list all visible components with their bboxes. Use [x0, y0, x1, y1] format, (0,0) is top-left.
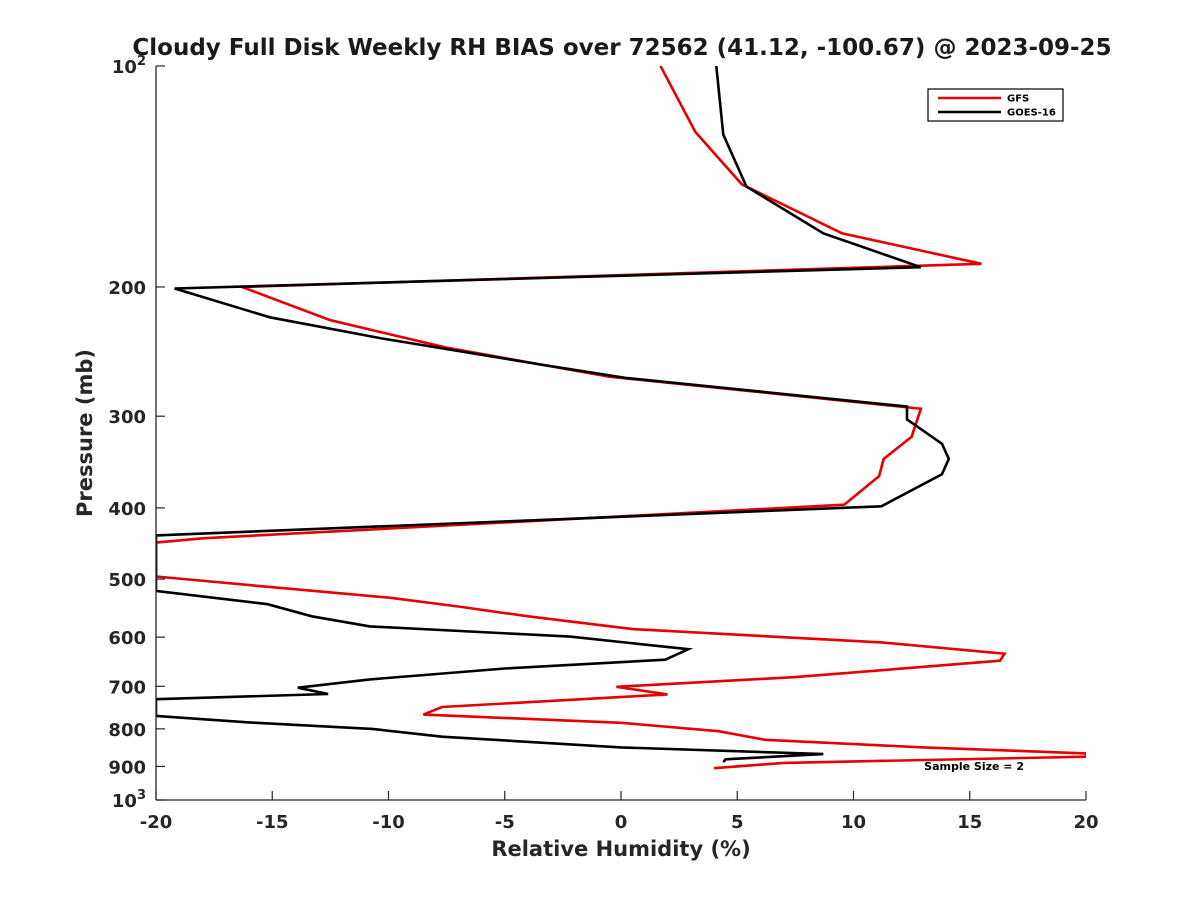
series-line-gfs — [156, 66, 1086, 770]
legend-label-goes-16: GOES-16 — [1007, 108, 1056, 119]
y-tick-label: 400 — [108, 499, 146, 520]
y-tick-label: 300 — [108, 407, 146, 428]
x-tick-label: 10 — [841, 812, 866, 833]
y-tick-label: 500 — [108, 570, 146, 591]
sample-size-note: Sample Size = 2 — [924, 760, 1024, 773]
x-tick-label: 15 — [957, 812, 982, 833]
y-tick-label: 700 — [108, 677, 146, 698]
y-tick-label: 103 — [112, 788, 146, 812]
x-tick-label: -5 — [495, 812, 515, 833]
y-tick-label: 200 — [108, 278, 146, 299]
y-tick-label: 800 — [108, 720, 146, 741]
legend: GFS GOES-16 — [927, 88, 1064, 122]
y-tick-label: 900 — [108, 757, 146, 778]
series-line-goes-16 — [156, 66, 951, 763]
legend-label-gfs: GFS — [1007, 94, 1029, 105]
y-axis-label: Pressure (mb) — [73, 349, 97, 517]
x-tick-label: 5 — [731, 812, 744, 833]
x-tick-label: -20 — [140, 812, 173, 833]
x-tick-label: -10 — [372, 812, 405, 833]
x-tick-label: 20 — [1073, 812, 1098, 833]
x-tick-label: 0 — [615, 812, 628, 833]
y-tick-label: 102 — [112, 54, 146, 78]
legend-box — [927, 88, 1064, 122]
y-tick-label: 600 — [108, 628, 146, 649]
chart-title: Cloudy Full Disk Weekly RH BIAS over 725… — [132, 35, 1111, 61]
plot-area: -20 -15 -10 -5 0 5 10 15 20 102 200 300 400 500 600 700… — [108, 54, 1098, 833]
x-tick-label: -15 — [256, 812, 289, 833]
x-axis-label: Relative Humidity (%) — [491, 837, 750, 861]
